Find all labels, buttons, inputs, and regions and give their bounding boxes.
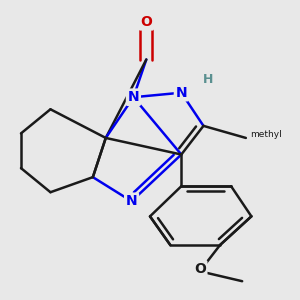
Text: O: O [140, 15, 152, 29]
Text: methyl: methyl [250, 130, 282, 139]
Text: O: O [194, 262, 206, 276]
Text: N: N [176, 86, 187, 100]
Text: N: N [126, 194, 137, 208]
Text: H: H [203, 73, 213, 85]
Text: N: N [128, 90, 139, 104]
